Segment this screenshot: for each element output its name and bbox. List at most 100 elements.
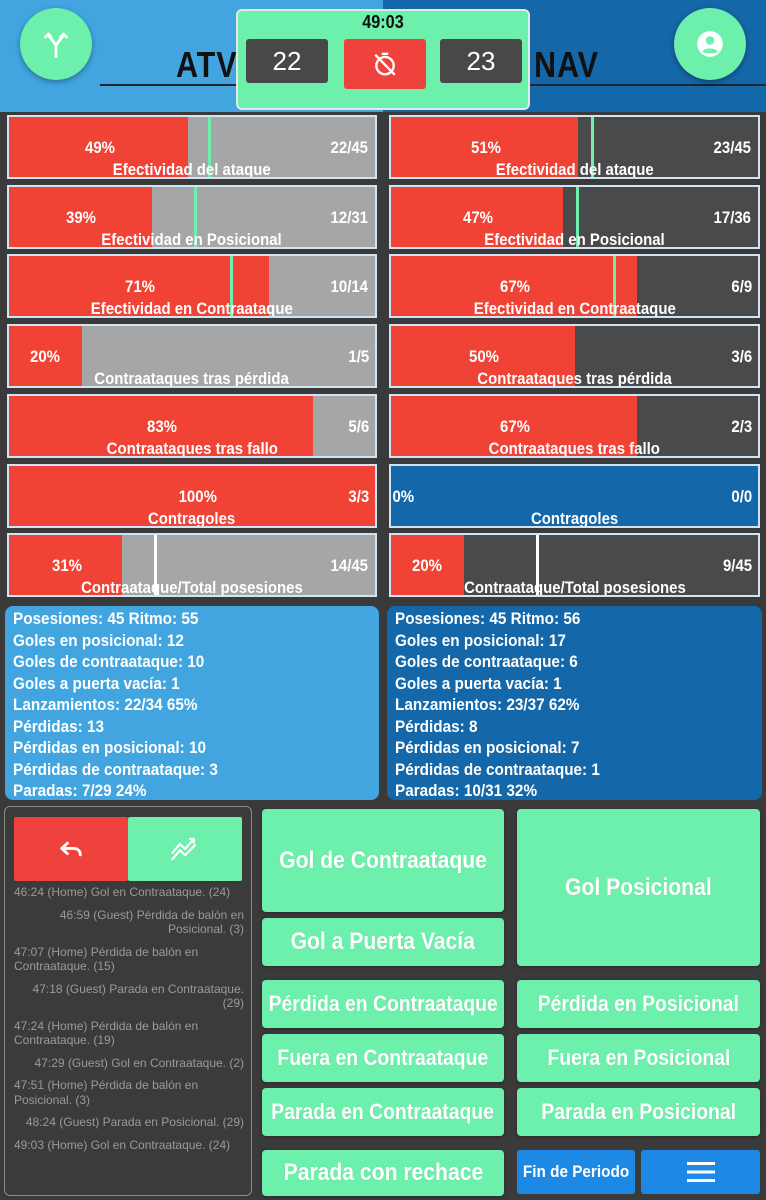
perdida-posicional-label: Pérdida en Posicional [537, 991, 740, 1016]
summary-line: Pérdidas de contraataque: 3 [13, 759, 218, 779]
perdida-posicional-button[interactable]: Pérdida en Posicional [517, 980, 760, 1028]
log-entry: 47:24 (Home) Pérdida de balón en Contraa… [14, 1018, 199, 1048]
gol-puerta-vacia-button[interactable]: Gol a Puerta Vacía [262, 918, 504, 966]
stat-label: Efectividad del ataque [495, 160, 654, 179]
header-divider-right [530, 84, 766, 86]
guest-stat-bar: 67% 2/3 Contraataques tras fallo [389, 393, 760, 458]
trending-chart-icon [171, 837, 197, 861]
stat-bar-fill [9, 186, 152, 247]
stat-percentage: 67% [499, 416, 530, 436]
fuera-posicional-button[interactable]: Fuera en Posicional [517, 1034, 760, 1082]
home-stat-bar: 83% 5/6 Contraataques tras fallo [7, 393, 377, 458]
perdida-contraataque-button[interactable]: Pérdida en Contraataque [262, 980, 504, 1028]
stat-bar-fill [391, 535, 465, 596]
stat-bar-fill [9, 326, 83, 387]
stat-ratio: 22/45 [331, 138, 369, 157]
stat-bar-fill [391, 395, 637, 456]
fork-arrows-icon [44, 32, 68, 58]
summary-line: Goles en posicional: 17 [395, 630, 566, 650]
stat-bar-marker [613, 256, 617, 317]
home-score[interactable]: 22 [246, 39, 328, 83]
summary-line: Lanzamientos: 22/34 65% [13, 695, 198, 714]
stat-label: Efectividad en Posicional [101, 229, 283, 249]
fuera-contraataque-button[interactable]: Fuera en Contraataque [262, 1034, 504, 1082]
parada-posicional-label: Parada en Posicional [541, 1099, 736, 1124]
parada-rechace-button[interactable]: Parada con rechace [262, 1150, 504, 1196]
stat-ratio: 1/5 [348, 347, 370, 367]
fin-periodo-button[interactable]: Fin de Periodo [517, 1150, 635, 1194]
stat-bar-marker [591, 117, 594, 177]
summary-line: Paradas: 7/29 24% [13, 781, 147, 800]
guest-stat-bar: 20% 9/45 Contraataque/Total posesiones [389, 533, 760, 598]
gol-posicional-button[interactable]: Gol Posicional [517, 809, 760, 966]
stat-bar-marker [193, 186, 197, 247]
stat-label: Contragoles [148, 508, 236, 528]
parada-rechace-label: Parada con rechace [283, 1159, 483, 1186]
perdida-contraataque-label: Pérdida en Contraataque [268, 991, 498, 1016]
stat-ratio: 0/0 [731, 486, 753, 506]
stat-ratio: 10/14 [331, 277, 369, 297]
stats-chart-button[interactable] [128, 817, 242, 881]
account-circle-icon [697, 31, 723, 57]
home-stat-bar: 100% 3/3 Contragoles [7, 463, 377, 528]
stat-label: Contraataques tras pérdida [94, 369, 290, 389]
summary-line: Paradas: 10/31 32% [395, 781, 538, 800]
gol-contraataque-button[interactable]: Gol de Contraataque [262, 809, 504, 912]
stat-ratio: 6/9 [731, 277, 753, 297]
stat-ratio: 23/45 [714, 138, 752, 157]
stat-percentage: 83% [146, 416, 177, 436]
log-entry: 47:07 (Home) Pérdida de balón en Contraa… [14, 944, 199, 974]
home-stat-bar: 71% 10/14 Efectividad en Contraataque [7, 254, 377, 319]
split-button[interactable] [20, 8, 92, 80]
summary-line: Posesiones: 45 Ritmo: 56 [395, 609, 581, 628]
stat-percentage: 51% [470, 138, 501, 157]
stat-label: Contraataques tras fallo [488, 438, 661, 458]
game-clock: 49:03 [362, 12, 404, 32]
event-log-panel: 46:24 (Home) Gol en Contraataque. (24) 46… [4, 806, 252, 1196]
stat-percentage: 39% [66, 207, 97, 227]
undo-button[interactable] [14, 817, 128, 881]
guest-stat-bar: 67% 6/9 Efectividad en Contraataque [389, 254, 760, 319]
undo-icon [60, 841, 82, 857]
summary-line: Lanzamientos: 23/37 62% [395, 695, 580, 714]
stat-bar-fill [9, 465, 375, 526]
stat-percentage: 100% [178, 486, 217, 506]
fuera-posicional-label: Fuera en Posicional [547, 1045, 730, 1070]
summary-line: Goles en posicional: 12 [13, 630, 184, 650]
hamburger-menu-icon [686, 1162, 715, 1182]
summary-line: Goles a puerta vacía: 1 [395, 673, 562, 693]
account-button[interactable] [674, 8, 746, 80]
log-entry: 47:29 (Guest) Gol en Contraataque. (2) [34, 1055, 244, 1070]
parada-contraataque-label: Parada en Contraataque [271, 1099, 495, 1124]
stat-bar-fill [9, 117, 189, 177]
stat-ratio: 5/6 [348, 416, 370, 436]
parada-posicional-button[interactable]: Parada en Posicional [517, 1088, 760, 1136]
parada-contraataque-button[interactable]: Parada en Contraataque [262, 1088, 504, 1136]
stat-bar-fill [9, 395, 313, 456]
home-stat-bar: 39% 12/31 Efectividad en Posicional [7, 184, 377, 249]
stat-bar-fill [9, 535, 123, 596]
home-stat-bar: 20% 1/5 Contraataques tras pérdida [7, 324, 377, 389]
stat-bar-marker [230, 256, 234, 317]
summary-line: Pérdidas: 8 [395, 716, 478, 736]
guest-summary: Posesiones: 45 Ritmo: 56 Goles en posicio… [387, 606, 762, 800]
stat-bar-fill [391, 186, 564, 247]
stat-ratio: 9/45 [722, 556, 753, 576]
stat-label: Efectividad en Posicional [484, 229, 665, 249]
stat-ratio: 2/3 [731, 416, 753, 436]
stat-percentage: 71% [124, 277, 155, 297]
event-log-list[interactable]: 46:24 (Home) Gol en Contraataque. (24) 46… [14, 885, 244, 1160]
stat-label: Efectividad del ataque [113, 160, 271, 179]
stat-bar-marker [153, 535, 157, 596]
stat-percentage: 49% [84, 138, 115, 157]
stat-percentage: 50% [468, 347, 499, 367]
timer-toggle-button[interactable] [344, 39, 426, 89]
stat-label: Contraataque/Total posesiones [463, 578, 686, 598]
stat-ratio: 14/45 [331, 556, 369, 576]
stat-label: Contraataques tras pérdida [477, 369, 672, 389]
stat-label: Contragoles [530, 508, 619, 528]
summary-line: Goles de contraataque: 10 [13, 652, 205, 671]
guest-score[interactable]: 23 [440, 39, 522, 83]
stat-ratio: 17/36 [714, 207, 752, 227]
menu-button[interactable] [641, 1150, 760, 1194]
